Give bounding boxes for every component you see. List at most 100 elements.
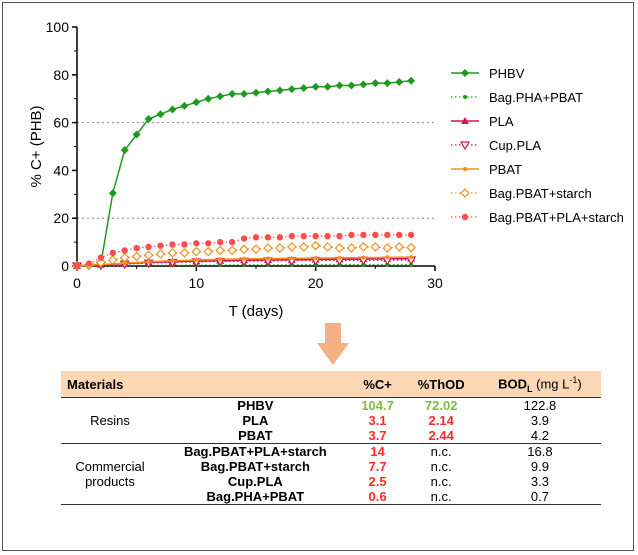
material-name: PHBV [237,398,274,413]
data-point [289,256,294,261]
data-point [372,231,379,239]
header-c: %C+ [351,371,404,398]
legend-marker [461,117,469,124]
x-tick-label: 20 [308,275,324,291]
data-point [217,238,224,246]
data-point [298,242,309,252]
data-point [286,242,297,252]
data-point [324,232,331,240]
data-point [170,258,175,263]
data-point [313,256,318,261]
bod-value: 122.8 [523,398,557,413]
data-point [336,232,343,240]
data-point [264,234,272,241]
header-bod-label: BOD [498,375,527,391]
data-point [109,249,117,257]
data-point [394,242,405,252]
header-bod-sub: L [527,383,533,394]
data-point [215,245,226,256]
legend-entry: Bag.PBAT+PLA+starch [489,210,624,225]
data-point [133,244,140,252]
results-table: Materials %C+ %ThOD BODL (mg L-1) Resins… [61,371,601,505]
y-tick-label: 100 [46,19,70,35]
data-point [192,98,201,107]
data-point [146,259,151,264]
bod-value: 9.9 [530,459,549,474]
bod-value: 3.9 [530,413,549,428]
group-label: Resins [90,413,130,428]
data-point [240,89,249,98]
data-point [228,89,237,98]
data-point [156,110,165,119]
data-point [370,242,381,252]
data-point [310,240,321,251]
header-bod-unit: (mg L [532,375,570,391]
data-point [132,130,141,139]
x-tick-label: 10 [189,275,205,291]
data-point [205,240,212,247]
legend-marker [463,95,467,99]
thod-value: n.c. [403,489,479,505]
data-point [168,105,177,114]
y-axis-label: % C+ (PHB) [28,105,45,187]
legend-marker [460,188,470,198]
table-row: Resins PHBV 104.7 72.02 122.8 [61,398,601,428]
data-point [300,232,307,240]
data-point [359,80,368,89]
data-point [85,260,93,267]
material-name: Bag.PBAT+starch [200,459,310,474]
header-bod-unit-sup: -1 [569,374,578,385]
table-row: Commercial products Bag.PBAT+PLA+starch 14… [61,443,601,505]
data-point [323,82,332,91]
data-point [252,88,260,97]
thod-value: 72.02 [424,398,458,413]
y-tick-label: 60 [53,115,69,131]
bod-value: 4.2 [530,428,549,443]
data-point [107,255,118,265]
data-point [122,261,127,266]
data-point [155,249,166,259]
data-point [382,243,393,253]
data-point [406,242,416,253]
x-axis-label: T (days) [229,303,284,320]
data-point [322,242,333,252]
line-chart: 0 20 40 60 80 100 0 10 20 30 T (days) % C+ (PHB) PHB… [28,19,624,320]
data-point [275,86,284,95]
c-value: 0.6 [351,489,404,505]
data-point [360,231,367,239]
data-point [288,232,295,240]
thod-value: 2.14 [428,413,454,428]
header-bod: BODL (mg L-1) [478,371,601,398]
c-value: 104.7 [361,398,394,413]
data-point [193,240,200,247]
data-point [157,242,164,249]
thod-value: 2.44 [428,428,454,443]
table-row: Bag.PHA+PBAT 0.6 n.c. 0.7 [61,489,601,505]
table-header-row: Materials %C+ %ThOD BODL (mg L-1) [61,371,601,398]
data-point [252,234,260,241]
data-point [265,256,270,261]
figure-frame: 0 20 40 60 80 100 0 10 20 30 T (days) % C+ (PHB) PHB… [2,2,634,551]
data-point [409,255,414,260]
c-value: 3.7 [368,428,387,443]
data-point [287,85,296,94]
data-point [73,262,81,270]
data-point [383,79,392,88]
data-point [263,243,273,253]
data-point [275,243,285,253]
data-point [191,246,202,257]
data-point [251,244,261,255]
material-name: Bag.PBAT+PLA+starch [159,443,352,459]
data-point [385,255,390,260]
data-point [119,252,130,263]
y-tick-label: 20 [53,210,69,226]
data-point [145,243,152,251]
legend-marker [461,69,469,77]
data-point [218,257,223,262]
data-point [169,241,176,248]
legend-entry: Bag.PHA+PBAT [489,90,583,105]
table-row: PBAT 3.7 2.44 4.2 [61,428,601,444]
legend-entry: PLA [489,114,514,129]
data-point [96,257,106,268]
bod-value: 3.3 [530,474,549,489]
